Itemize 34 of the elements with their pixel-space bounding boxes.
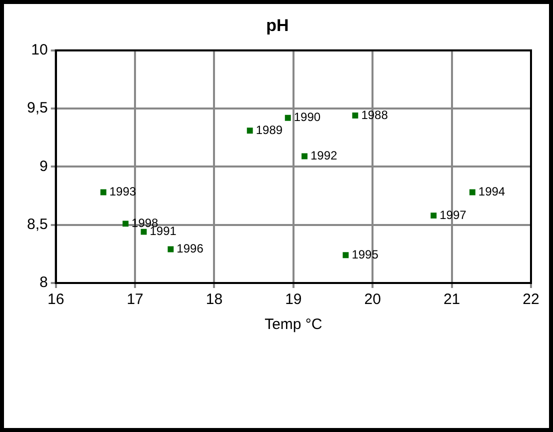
point [352,112,358,119]
chart-title: pH [266,16,289,35]
annotation: 1997 [440,208,467,222]
point [469,189,476,196]
y-tick-label: 8,5 [26,216,48,233]
x-tick-label: 16 [48,291,64,308]
x-tick-label: 17 [126,291,144,308]
annotation: 1993 [109,184,136,199]
annotation: 1994 [478,184,506,199]
x-tick-label: 22 [522,291,540,308]
y-tick-label: 9,5 [26,100,48,117]
annotation: 1989 [256,122,283,137]
x-tick-label: 19 [285,291,302,308]
annotation: 1992 [310,148,338,163]
point [430,212,437,219]
point [246,128,253,134]
x-tick-label: 21 [443,291,460,308]
y-tick-label: 9 [40,158,48,175]
annotation: 1988 [361,108,388,122]
x-tick-label: 20 [364,291,381,308]
x-axis-title: Temp °C [264,316,322,334]
point [302,153,308,160]
annotation: 1995 [352,247,379,262]
y-tick-label: 10 [31,42,48,59]
point [284,114,291,121]
point [100,189,106,196]
y-tick-label: 8 [40,274,48,292]
point [342,252,349,258]
point [168,246,174,252]
point [122,220,129,227]
annotation: 1996 [176,242,204,256]
x-tick-label: 18 [206,291,223,308]
annotation: 1990 [294,110,321,124]
point [140,228,147,235]
